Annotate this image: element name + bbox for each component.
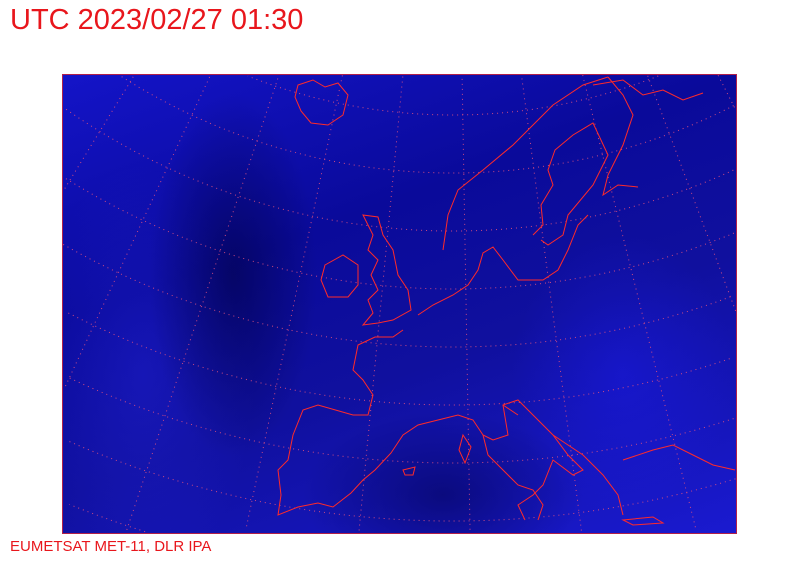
data-credit: EUMETSAT MET-11, DLR IPA (10, 538, 212, 555)
coast-north-cape (592, 79, 704, 101)
longitude-line (245, 75, 343, 530)
latitude-line (69, 377, 734, 464)
coast-mainland (277, 214, 589, 521)
coast-italy (482, 404, 544, 521)
timestamp-title: UTC 2023/02/27 01:30 (10, 4, 304, 36)
latitude-line (66, 311, 730, 406)
latitude-line (247, 75, 659, 116)
latitude-line (120, 75, 734, 174)
longitude-line (717, 75, 735, 108)
latitude-line (65, 108, 734, 232)
coast-balkans (552, 434, 736, 516)
longitude-line (461, 78, 471, 531)
coast-iceland (294, 79, 349, 126)
longitude-line (358, 76, 404, 531)
latitude-line (63, 243, 731, 348)
latitude-line (63, 177, 735, 290)
longitude-line (647, 75, 736, 312)
coast-islands (402, 433, 665, 526)
coast-ireland (320, 254, 359, 298)
coast-finland (602, 76, 639, 197)
longitude-line (521, 78, 582, 531)
latitude-line (67, 440, 736, 522)
longitude-line (63, 76, 134, 190)
coast-great-britain (361, 214, 412, 326)
coastlines (277, 76, 736, 526)
satellite-map (62, 74, 737, 534)
coast-scandinavia (442, 76, 609, 251)
latitude-line (69, 503, 146, 533)
longitude-line (126, 78, 279, 531)
longitude-line (582, 75, 697, 530)
longitude-line (63, 76, 211, 390)
map-overlay (63, 75, 736, 533)
graticule (63, 75, 736, 533)
